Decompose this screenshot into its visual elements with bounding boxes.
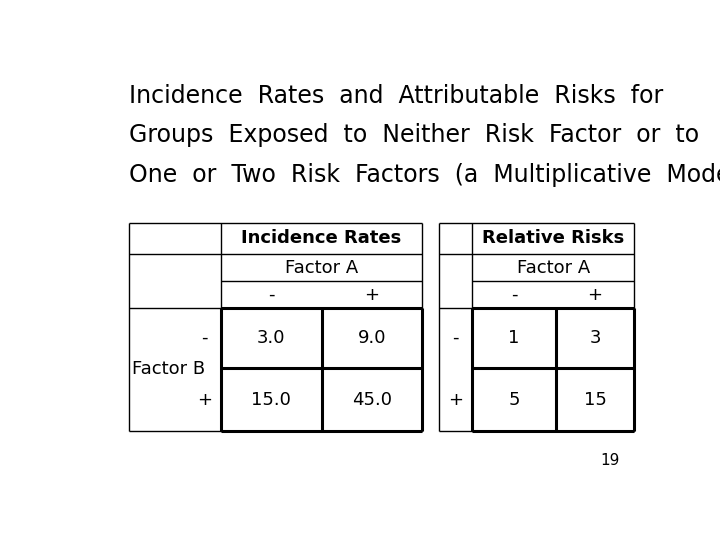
Text: 5: 5 [508, 390, 520, 409]
Text: +: + [588, 286, 603, 303]
Text: One  or  Two  Risk  Factors  (a  Multiplicative  Model): One or Two Risk Factors (a Multiplicativ… [129, 163, 720, 186]
Text: Factor B: Factor B [132, 360, 205, 379]
Text: -: - [452, 329, 459, 347]
Text: Relative Risks: Relative Risks [482, 230, 624, 247]
Text: -: - [268, 286, 274, 303]
Text: Groups  Exposed  to  Neither  Risk  Factor  or  to: Groups Exposed to Neither Risk Factor or… [129, 123, 699, 147]
Text: +: + [197, 390, 212, 409]
Text: -: - [201, 329, 207, 347]
Text: 15: 15 [583, 390, 606, 409]
Text: 45.0: 45.0 [352, 390, 392, 409]
Text: 1: 1 [508, 329, 520, 347]
Text: Incidence  Rates  and  Attributable  Risks  for: Incidence Rates and Attributable Risks f… [129, 84, 663, 107]
Text: 19: 19 [600, 453, 620, 468]
Text: Factor A: Factor A [285, 259, 358, 276]
Text: 15.0: 15.0 [251, 390, 292, 409]
Text: 3.0: 3.0 [257, 329, 286, 347]
Text: +: + [364, 286, 379, 303]
Text: 9.0: 9.0 [358, 329, 386, 347]
Text: Incidence Rates: Incidence Rates [241, 230, 402, 247]
Text: Factor A: Factor A [516, 259, 590, 276]
Text: -: - [510, 286, 518, 303]
Text: 3: 3 [589, 329, 600, 347]
Text: +: + [448, 390, 463, 409]
